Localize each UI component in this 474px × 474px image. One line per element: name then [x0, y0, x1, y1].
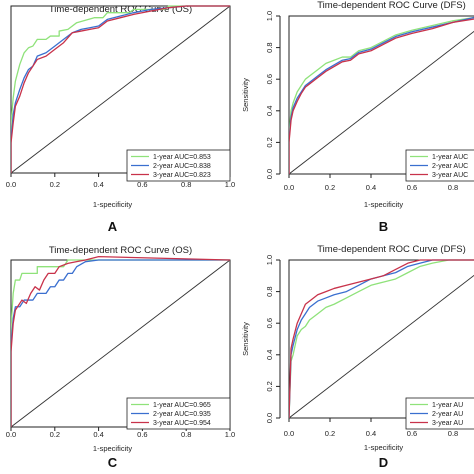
legend-label: 1-year AU — [432, 402, 463, 409]
x-tick-label: 0.6 — [137, 180, 147, 189]
roc-curve-series-2 — [11, 5, 230, 173]
y-tick-label: 1.0 — [265, 11, 274, 21]
y-tick-label: 0.2 — [265, 381, 274, 391]
x-tick-label: 0.6 — [407, 183, 417, 192]
legend-label: 3-year AU — [432, 420, 463, 427]
roc-panel-a: Time-dependent ROC Curve (OS) 0.0 0.2 0.4 0.… — [6, 4, 235, 234]
x-tick-label: 0.2 — [50, 430, 60, 439]
panel-label: D — [379, 455, 388, 470]
roc-curve-series-1 — [289, 259, 474, 419]
legend-label: 3-year AUC — [432, 172, 468, 179]
y-tick-label: 0.6 — [265, 318, 274, 328]
panel-label: A — [108, 219, 118, 234]
x-tick-label: 0.2 — [50, 180, 60, 189]
diagonal-reference-line — [289, 30, 474, 175]
x-tick-label: 0.6 — [407, 429, 417, 438]
y-tick-label: 0.0 — [265, 413, 274, 423]
x-axis-label: 1-specificity — [93, 444, 132, 453]
x-tick-label: 0.4 — [366, 429, 376, 438]
series-group — [289, 16, 474, 174]
y-tick-label: 0.4 — [265, 106, 274, 116]
x-tick-label: 0.0 — [6, 430, 16, 439]
chart-title: Time-dependent ROC Curve (DFS) — [317, 244, 466, 255]
y-tick-label: 1.0 — [265, 255, 274, 265]
roc-curve-series-1 — [11, 5, 230, 173]
y-tick-label: 0.4 — [265, 350, 274, 360]
diagonal-reference-line — [289, 274, 474, 419]
legend-label: 2-year AU — [432, 411, 463, 418]
y-tick-label: 0.2 — [265, 137, 274, 147]
legend-label: 2-year AUC=0.838 — [153, 163, 211, 170]
legend-label: 1-year AUC — [432, 154, 468, 161]
x-tick-label: 0.4 — [366, 183, 376, 192]
y-tick-label: 0.8 — [265, 42, 274, 52]
legend-label: 1-year AUC=0.853 — [153, 154, 211, 161]
x-tick-label: 0.8 — [448, 429, 458, 438]
x-tick-label: 0.0 — [6, 180, 16, 189]
chart-title: Time-dependent ROC Curve (OS) — [49, 4, 192, 15]
legend-label: 1-year AUC=0.965 — [153, 402, 211, 409]
y-tick-label: 0.8 — [265, 286, 274, 296]
series-group — [11, 256, 230, 427]
chart-title: Time-dependent ROC Curve (DFS) — [317, 0, 466, 11]
diagonal-reference-line — [11, 5, 230, 174]
x-axis-label: 1-specificity — [93, 200, 132, 209]
roc-panel-d: Time-dependent ROC Curve (DFS) 0.0 0.2 0.4 0… — [241, 244, 474, 470]
y-axis-label: Sensitivity — [241, 78, 250, 112]
plot-frame — [10, 5, 231, 174]
roc-panel-c: Time-dependent ROC Curve (OS) 0.0 0.2 0.4 0.… — [6, 245, 235, 470]
y-tick-label: 0.0 — [265, 169, 274, 179]
x-tick-label: 1.0 — [225, 180, 235, 189]
series-group — [289, 259, 474, 419]
x-tick-label: 0.2 — [325, 183, 335, 192]
roc-panel-b: Time-dependent ROC Curve (DFS) 0.0 0.2 0.4 0… — [241, 0, 474, 234]
legend-label: 3-year AUC=0.954 — [153, 420, 211, 427]
x-tick-label: 0.0 — [284, 429, 294, 438]
roc-curve-series-2 — [11, 259, 230, 427]
plot-frame — [288, 259, 474, 419]
roc-curve-series-3 — [11, 5, 230, 173]
x-tick-label: 0.2 — [325, 429, 335, 438]
plot-frame — [288, 15, 474, 175]
chart-title: Time-dependent ROC Curve (OS) — [49, 245, 192, 256]
roc-curve-series-2 — [289, 259, 474, 419]
x-tick-label: 0.4 — [93, 430, 103, 439]
panel-label: B — [379, 219, 388, 234]
x-axis-label: 1-specificity — [364, 443, 403, 452]
roc-curve-series-2 — [289, 16, 474, 174]
roc-curve-series-1 — [289, 16, 474, 174]
legend-label: 2-year AUC=0.935 — [153, 411, 211, 418]
y-tick-label: 0.6 — [265, 74, 274, 84]
diagonal-reference-line — [11, 259, 230, 428]
roc-curve-series-3 — [289, 259, 474, 419]
roc-curve-series-3 — [289, 18, 474, 174]
x-tick-label: 0.8 — [181, 180, 191, 189]
series-group — [11, 5, 230, 173]
roc-curve-series-3 — [11, 256, 230, 427]
legend-label: 2-year AUC — [432, 163, 468, 170]
y-axis-label: Sensitivity — [241, 322, 250, 356]
x-axis-label: 1-specificity — [364, 200, 403, 209]
x-tick-label: 0.4 — [93, 180, 103, 189]
x-tick-label: 0.6 — [137, 430, 147, 439]
legend-label: 3-year AUC=0.823 — [153, 172, 211, 179]
x-tick-label: 0.0 — [284, 183, 294, 192]
x-tick-label: 1.0 — [225, 430, 235, 439]
x-tick-label: 0.8 — [448, 183, 458, 192]
panel-label: C — [108, 455, 118, 470]
x-tick-label: 0.8 — [181, 430, 191, 439]
